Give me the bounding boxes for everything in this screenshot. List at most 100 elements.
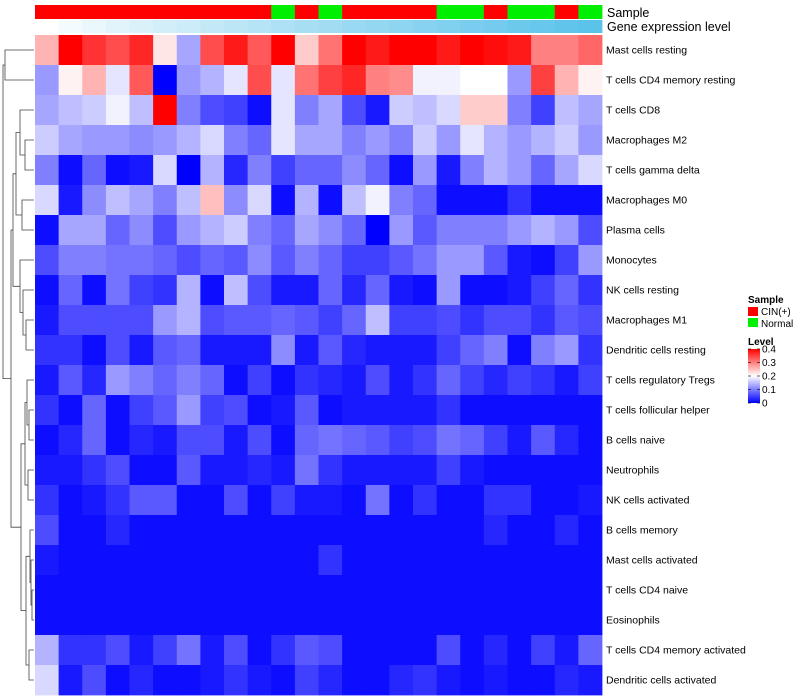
heatmap-cell (271, 665, 296, 696)
heatmap-cell (200, 515, 225, 546)
heatmap-cell (82, 305, 107, 336)
heatmap-cell (342, 455, 367, 486)
heatmap-cell (318, 275, 343, 306)
heatmap-cell (82, 245, 107, 276)
heatmap-cell (483, 515, 508, 546)
heatmap-cell (365, 395, 390, 426)
heatmap-cell (35, 215, 60, 246)
sample-annotation-cell (35, 5, 60, 19)
row-label: Dendritic cells activated (606, 675, 716, 687)
heatmap-cell (342, 545, 367, 576)
heatmap-cell (389, 665, 414, 696)
heatmap-cell (365, 125, 390, 156)
heatmap-cell (294, 515, 319, 546)
heatmap-cell (413, 395, 438, 426)
heatmap-cell (413, 245, 438, 276)
heatmap-cell (176, 575, 201, 606)
heatmap-cell (176, 395, 201, 426)
sample-annotation-cell (578, 5, 603, 19)
legend: Sample CIN(+) Normal Level 0.4 0.3 0.2 0.1 0 (748, 295, 793, 410)
heatmap-cell (389, 515, 414, 546)
heatmap-cell (507, 125, 532, 156)
heatmap-cell (483, 65, 508, 96)
expression-level-annotation-cell (436, 20, 461, 33)
heatmap-cell (224, 515, 249, 546)
heatmap-cell (342, 665, 367, 696)
heatmap-cell (389, 395, 414, 426)
heatmap-cell (365, 335, 390, 366)
heatmap-cell (578, 425, 603, 456)
heatmap-cell (460, 35, 485, 66)
heatmap-cell (58, 485, 83, 516)
heatmap-cell (82, 455, 107, 486)
heatmap-cell (176, 65, 201, 96)
heatmap-cell (483, 575, 508, 606)
row-label: Macrophages M2 (606, 135, 687, 147)
heatmap-cell (554, 545, 579, 576)
heatmap-cell (554, 215, 579, 246)
heatmap-cell (413, 635, 438, 666)
heatmap-cell (82, 65, 107, 96)
heatmap-cell (271, 245, 296, 276)
heatmap-cell (82, 485, 107, 516)
dendrogram-branch (31, 589, 34, 621)
row-label: Eosinophils (606, 615, 660, 627)
heatmap-cell (224, 545, 249, 576)
heatmap-cell (413, 575, 438, 606)
heatmap-cell (507, 95, 532, 126)
heatmap-cell (318, 425, 343, 456)
dendrogram-branch (28, 649, 34, 681)
heatmap-cell (224, 635, 249, 666)
heatmap-cell (153, 605, 178, 636)
expression-level-annotation-cell (578, 20, 603, 33)
heatmap-cell (294, 485, 319, 516)
heatmap-cell (129, 335, 154, 366)
heatmap-cell (318, 395, 343, 426)
heatmap-cell (82, 395, 107, 426)
heatmap-cell (318, 365, 343, 396)
sample-annotation-cell (460, 5, 485, 19)
heatmap-cell (247, 35, 272, 66)
heatmap-cell (342, 395, 367, 426)
heatmap-cell (554, 95, 579, 126)
heatmap-cell (153, 455, 178, 486)
heatmap-cell (389, 455, 414, 486)
heatmap-cell (531, 95, 556, 126)
heatmap-cell (507, 425, 532, 456)
heatmap-cell (507, 605, 532, 636)
heatmap-cell (82, 515, 107, 546)
heatmap-cell (294, 575, 319, 606)
legend-swatch-cin (748, 307, 758, 316)
heatmap-cell (129, 65, 154, 96)
heatmap-cell (483, 275, 508, 306)
heatmap-cell (342, 65, 367, 96)
heatmap-cell (436, 305, 461, 336)
heatmap-cell (436, 515, 461, 546)
expression-level-annotation-cell (531, 20, 556, 33)
sample-annotation-cell (294, 5, 319, 19)
heatmap-cell (176, 155, 201, 186)
heatmap-cell (483, 425, 508, 456)
heatmap-cell (294, 545, 319, 576)
row-label: Dendritic cells resting (606, 345, 706, 357)
heatmap-cell (507, 155, 532, 186)
heatmap-cell (318, 485, 343, 516)
heatmap-cell (389, 485, 414, 516)
heatmap-cell (483, 95, 508, 126)
heatmap-cell (35, 605, 60, 636)
heatmap-cell (531, 395, 556, 426)
heatmap-cell (200, 575, 225, 606)
heatmap-cell (342, 485, 367, 516)
heatmap-cell (460, 485, 485, 516)
heatmap-cell (129, 545, 154, 576)
heatmap-cell (342, 125, 367, 156)
heatmap-cell (35, 275, 60, 306)
heatmap-cell (436, 455, 461, 486)
sample-annotation-cell (318, 5, 343, 19)
heatmap-cell (294, 185, 319, 216)
heatmap-cell (200, 365, 225, 396)
heatmap-cell (294, 155, 319, 186)
heatmap-cell (507, 455, 532, 486)
expression-level-annotation-cell (105, 20, 130, 33)
heatmap-cell (318, 605, 343, 636)
